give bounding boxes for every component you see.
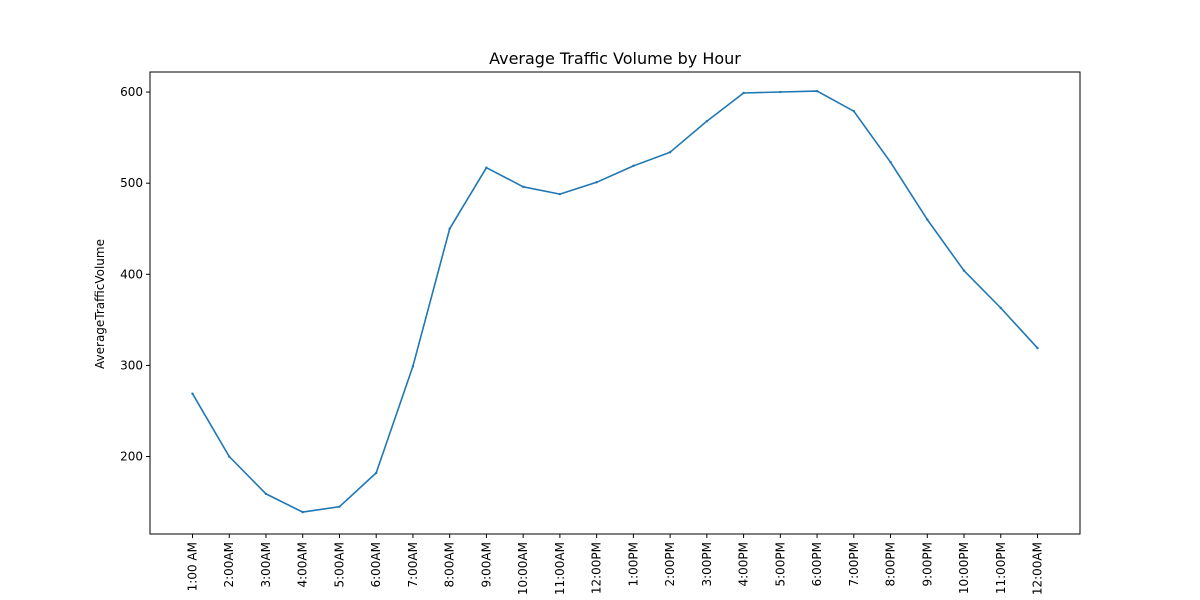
x-tick-label: 11:00PM [994, 542, 1008, 594]
x-tick-label: 5:00PM [773, 542, 787, 587]
data-point [595, 181, 598, 184]
series-line [191, 90, 1039, 513]
y-tick-label: 500 [120, 176, 143, 190]
x-tick-label: 7:00AM [406, 542, 420, 588]
data-point [228, 455, 231, 458]
data-point [632, 164, 635, 168]
x-tick-label: 6:00PM [810, 542, 824, 587]
data-point [779, 90, 782, 94]
data-point [962, 269, 966, 272]
data-point [448, 227, 451, 230]
x-tick-label: 9:00AM [479, 542, 493, 588]
data-point [926, 218, 929, 221]
data-point [301, 510, 304, 514]
x-tick-label: 4:00AM [296, 542, 310, 588]
data-point [191, 392, 194, 395]
y-tick-label: 600 [120, 85, 143, 99]
data-point [815, 89, 819, 93]
x-tick-label: 12:00PM [590, 542, 604, 594]
x-tick-label: 7:00PM [847, 542, 861, 587]
y-tick-label: 200 [120, 450, 143, 464]
x-tick-label: 9:00PM [920, 542, 934, 587]
x-tick-label: 10:00PM [957, 542, 971, 594]
x-tick-label: 2:00AM [222, 542, 236, 588]
x-tick-label: 3:00AM [259, 542, 273, 588]
x-tick-label: 10:00AM [516, 542, 530, 595]
y-tick-label: 300 [120, 358, 143, 372]
y-tick-label: 400 [120, 267, 143, 281]
data-point [668, 150, 672, 154]
data-point [411, 365, 415, 368]
x-tick-label: 5:00AM [332, 542, 346, 588]
chart-title: Average Traffic Volume by Hour [489, 49, 741, 68]
x-tick-label: 11:00AM [553, 542, 567, 595]
x-tick-label: 6:00AM [369, 542, 383, 588]
data-point [521, 185, 525, 189]
x-tick-label: 3:00PM [700, 542, 714, 587]
x-tick-label: 4:00PM [737, 542, 751, 587]
plot-area: 200 300 400 500 600 1:00 AM 2:00AM 3:00AM 4:00AM… [120, 85, 1044, 595]
data-point [742, 91, 745, 95]
x-tick-label: 8:00PM [884, 542, 898, 587]
y-axis-label: AverageTrafficVolume [93, 239, 107, 369]
x-tick-label: 1:00PM [626, 542, 640, 587]
data-point [1036, 346, 1039, 350]
data-point [374, 471, 378, 475]
data-point [705, 120, 709, 123]
x-tick-label: 12:00AM [1031, 542, 1045, 595]
data-point [852, 109, 856, 113]
data-point [999, 306, 1002, 310]
data-point [338, 505, 341, 508]
x-tick-label: 2:00PM [663, 542, 677, 587]
data-point [485, 166, 488, 169]
plot-frame [149, 71, 1081, 535]
x-tick-label: 1:00 AM [186, 542, 200, 591]
x-tick-label: 8:00AM [443, 542, 457, 588]
data-point [264, 492, 268, 496]
data-point [889, 161, 892, 164]
data-point [558, 192, 562, 196]
